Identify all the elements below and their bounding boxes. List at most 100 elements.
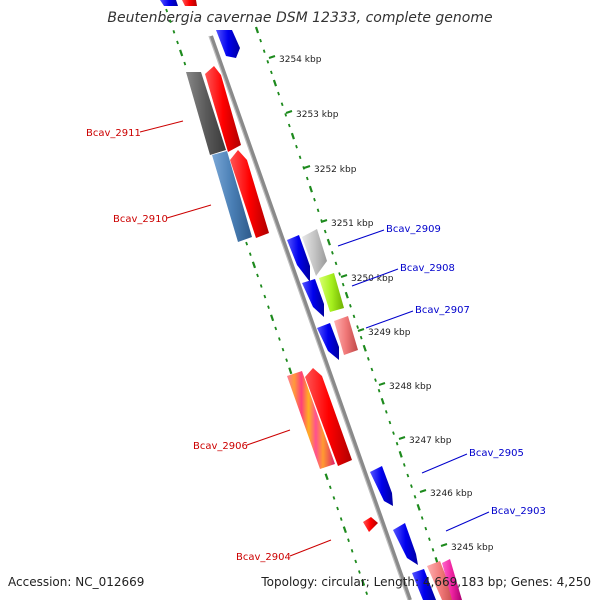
outer-right-rail-tick (266, 60, 270, 64)
gene-top-red-fragment[interactable] (182, 0, 197, 6)
gene-bcav-2904-red[interactable] (363, 517, 378, 532)
outer-right-rail-tick (392, 431, 395, 435)
outer-right-rail-tick (280, 102, 284, 107)
outer-left-rail-tick (360, 579, 366, 586)
kbp-label: 3248 kbp (389, 382, 432, 392)
kbp-tick (419, 489, 427, 493)
topology-text: Topology: circular; Length: 4,669,183 bp… (260, 575, 591, 589)
gene-label-bcav-2904[interactable]: Bcav_2904 (236, 552, 291, 563)
gene-label-bcav-2908[interactable]: Bcav_2908 (400, 263, 455, 274)
outer-left-rail-tick (263, 294, 267, 299)
gene-label-bcav-2909[interactable]: Bcav_2909 (386, 224, 441, 235)
outer-left-rail-tick (281, 347, 285, 352)
gene-labels: Bcav_2911 Bcav_2910 Bcav_2909 Bcav_2908 Bcav… (86, 120, 546, 563)
outer-right-rail-tick (344, 291, 349, 299)
outer-left-rail-tick (270, 314, 275, 322)
outer-right-rail-tick (298, 155, 302, 160)
outer-right-rail-tick (313, 197, 316, 202)
gene-leader-bcav-2905 (421, 453, 468, 474)
gene-bcav-2908-lime[interactable] (319, 273, 344, 312)
gene-bottom-pink[interactable] (427, 561, 455, 600)
outer-left-rail-tick (328, 485, 332, 490)
gene-bcav-2911-red[interactable] (205, 66, 241, 152)
outer-right-rail-tick (374, 378, 377, 382)
outer-left-rail-tick (259, 284, 263, 288)
outer-right-rail-tick (349, 304, 352, 308)
gene-label-bcav-2905[interactable]: Bcav_2905 (469, 448, 524, 459)
outer-left-rail-tick (179, 49, 184, 57)
kbp-label: 3245 kbp (451, 543, 494, 553)
outer-right-rail-tick (416, 503, 421, 511)
gene-bcav-2909-gray[interactable] (302, 229, 327, 276)
gene-bcav-2906-red[interactable] (305, 368, 352, 466)
outer-right-rail-tick (359, 335, 363, 340)
outer-right-rail-tick (277, 91, 280, 96)
outer-left-rail-tick (176, 40, 179, 45)
outer-right-rail-tick (398, 450, 403, 458)
outer-right-rail-tick (290, 132, 295, 140)
kbp-tick (440, 543, 448, 547)
outer-right-rail-tick (338, 272, 341, 276)
gene-label-bcav-2907[interactable]: Bcav_2907 (415, 305, 470, 316)
gene-bcav-2905-blue[interactable] (370, 466, 393, 506)
outer-right-rail-tick (424, 526, 428, 531)
outer-left-rail-tick (251, 261, 257, 269)
gene-bcav-2907-pink[interactable] (334, 316, 358, 355)
gene-bcav-2910-red[interactable] (230, 150, 269, 238)
gene-label-bcav-2903[interactable]: Bcav_2903 (491, 506, 546, 517)
gene-features (160, 0, 462, 600)
outer-left-rail-tick (365, 591, 369, 596)
outer-left-rail-tick (288, 367, 293, 375)
map-title: Beutenbergia cavernae DSM 12333, complet… (107, 10, 492, 26)
gene-bottom-blue[interactable] (412, 569, 436, 600)
outer-left-rail-tick (332, 496, 336, 500)
gene-bcav-2907-blue[interactable] (317, 323, 339, 360)
gene-label-bcav-2910[interactable]: Bcav_2910 (113, 214, 168, 225)
outer-left-rail-tick (339, 517, 343, 521)
outer-right-rail-tick (295, 144, 298, 149)
gene-leader-bcav-2904 (289, 539, 332, 557)
gene-bcav-2909-blue[interactable] (287, 235, 310, 282)
outer-right-rail-tick (356, 325, 359, 329)
gene-label-bcav-2906[interactable]: Bcav_2906 (193, 441, 248, 452)
gene-top-blue-arrow[interactable] (216, 30, 240, 58)
outer-left-rail-tick (248, 252, 252, 256)
outer-left-rail-tick (285, 358, 289, 363)
outer-right-rail-tick (323, 229, 327, 234)
gene-top-left-fragment[interactable] (160, 0, 178, 6)
outer-left-rail-tick (358, 570, 361, 574)
outer-left-rail-tick (342, 526, 347, 534)
gene-bcav-2911-gray[interactable] (186, 72, 226, 155)
kbp-tick (285, 110, 293, 114)
gene-bcav-2910-steel[interactable] (212, 151, 252, 242)
outer-left-rail-tick (354, 559, 358, 564)
outer-left-rail-tick (347, 538, 350, 543)
gene-bottom-magenta[interactable] (442, 559, 462, 600)
gene-leader-bcav-2907 (365, 310, 414, 329)
outer-right-rail-tick (366, 356, 370, 361)
kbp-tick (398, 436, 406, 440)
outer-left-rail-tick (350, 549, 354, 553)
outer-right-rail-tick (308, 185, 313, 193)
outer-right-rail-tick (362, 344, 367, 352)
gene-label-bcav-2911[interactable]: Bcav_2911 (86, 128, 141, 139)
outer-right-rail-tick (428, 537, 431, 541)
outer-right-rail-tick (334, 261, 338, 266)
outer-left-rail-tick (183, 61, 187, 66)
gene-bcav-2908-blue[interactable] (302, 279, 324, 317)
outer-right-rail-tick (380, 397, 385, 405)
gene-bcav-2903-blue[interactable] (393, 523, 418, 565)
kbp-label: 3253 kbp (296, 110, 339, 120)
outer-right-rail-tick (370, 367, 374, 372)
outer-left-rail-tick (278, 337, 281, 341)
outer-left-rail-tick (168, 19, 172, 23)
gene-bcav-2906-striped[interactable] (287, 371, 335, 469)
outer-right-rail-tick (384, 410, 388, 414)
gene-leader-bcav-2911 (139, 120, 184, 133)
outer-left-rail-tick (256, 273, 259, 278)
outer-left-rail-tick (324, 473, 329, 481)
kbp-tick (303, 165, 311, 169)
gene-leader-bcav-2906 (246, 429, 291, 446)
kbp-label: 3251 kbp (331, 219, 374, 229)
kbp-label: 3246 kbp (430, 489, 473, 499)
